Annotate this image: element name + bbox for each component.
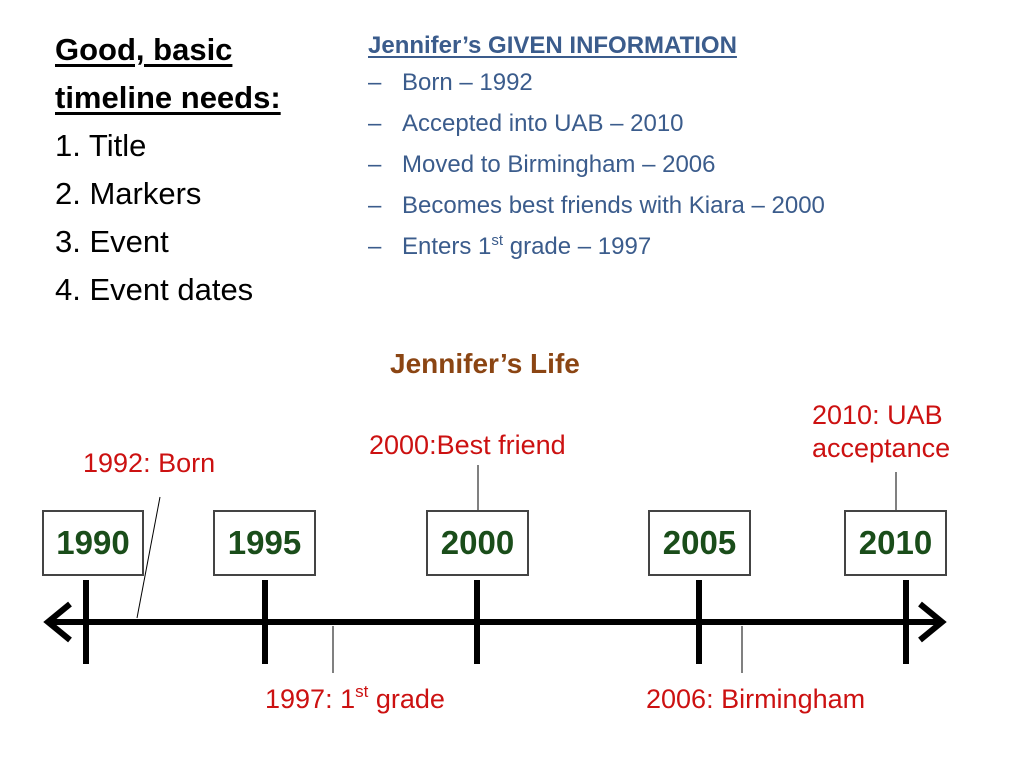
- given-item-text-after: grade – 1997: [503, 233, 652, 260]
- needs-item-markers: 2. Markers: [55, 176, 202, 211]
- connector-born: [136, 496, 161, 619]
- right-arrowhead: [918, 601, 947, 643]
- needs-heading-line1: Good, basic: [55, 32, 233, 67]
- marker-2005: 2005: [648, 510, 751, 576]
- event-first-grade: 1997: 1st grade: [265, 683, 445, 716]
- given-information: Jennifer’s GIVEN INFORMATION – Born – 199…: [368, 30, 848, 271]
- given-item-text: Becomes best friends with Kiara – 2000: [402, 192, 825, 219]
- needs-item-event: 3. Event: [55, 224, 169, 259]
- event-first-grade-sup: st: [355, 682, 369, 701]
- given-item-text: Accepted into UAB – 2010: [402, 110, 684, 137]
- event-uab-line1: 2010: UAB: [812, 400, 943, 430]
- bullet-dash: –: [368, 151, 382, 178]
- marker-1995: 1995: [213, 510, 316, 576]
- timeline-title: Jennifer’s Life: [390, 348, 580, 379]
- needs-item-title: 1. Title: [55, 128, 147, 163]
- given-item-text-before: Enters 1: [402, 233, 492, 260]
- bullet-dash: –: [368, 192, 382, 219]
- marker-2010: 2010: [844, 510, 947, 576]
- given-item-birmingham: – Moved to Birmingham – 2006: [368, 148, 848, 181]
- given-item-text: Born – 1992: [402, 69, 533, 96]
- marker-2000: 2000: [426, 510, 529, 576]
- given-item-text: Moved to Birmingham – 2006: [402, 151, 716, 178]
- needs-item-event-dates: 4. Event dates: [55, 272, 254, 307]
- timeline-needs-list: Good, basic timeline needs: 1. Title 2. …: [55, 26, 281, 314]
- event-uab-line2: acceptance: [812, 433, 951, 463]
- given-item-text-sup: st: [491, 232, 504, 249]
- bullet-dash: –: [368, 69, 382, 96]
- given-item-born: – Born – 1992: [368, 66, 848, 99]
- needs-heading-line2: timeline needs:: [55, 80, 281, 115]
- event-first-grade-after: grade: [368, 684, 445, 714]
- event-uab: 2010: UAB acceptance: [812, 399, 950, 465]
- event-first-grade-before: 1997: 1: [265, 684, 356, 714]
- event-born: 1992: Born: [83, 448, 216, 478]
- given-heading: Jennifer’s GIVEN INFORMATION: [368, 32, 737, 59]
- left-arrowhead: [43, 601, 72, 643]
- bullet-dash: –: [368, 233, 382, 260]
- event-best-friend: 2000:Best friend: [369, 430, 566, 460]
- given-item-first-grade: – Enters 1st grade – 1997: [368, 230, 848, 263]
- bullet-dash: –: [368, 110, 382, 137]
- marker-1990: 1990: [42, 510, 144, 576]
- given-item-uab: – Accepted into UAB – 2010: [368, 107, 848, 140]
- given-list: – Born – 1992 – Accepted into UAB – 2010 –…: [368, 66, 848, 263]
- given-item-best-friend: – Becomes best friends with Kiara – 2000: [368, 189, 848, 222]
- event-birmingham: 2006: Birmingham: [646, 684, 866, 714]
